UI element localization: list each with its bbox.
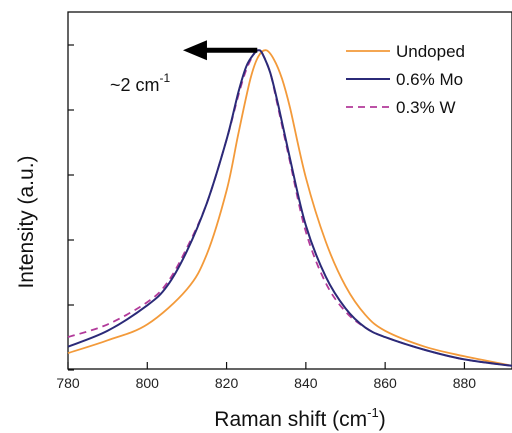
shift-annotation: ~2 cm-1 <box>110 40 258 95</box>
y-axis-ticks <box>68 44 74 371</box>
x-tick-label: 840 <box>294 375 318 391</box>
y-axis-title: Intensity (a.u.) <box>15 155 38 288</box>
plot-frame <box>67 11 512 370</box>
legend-label-undoped: Undoped <box>396 42 465 61</box>
shift-annotation-label: ~2 cm-1 <box>110 71 171 95</box>
legend: Undoped 0.6% Mo 0.3% W <box>346 42 465 117</box>
shift-arrow-head <box>182 40 207 61</box>
x-axis-title: Raman shift (cm-1) <box>214 405 385 431</box>
x-tick-label: 880 <box>453 375 477 391</box>
series-line-undoped <box>67 49 512 367</box>
legend-label-w: 0.3% W <box>396 98 456 117</box>
legend-label-mo: 0.6% Mo <box>396 70 463 89</box>
x-tick-label: 800 <box>136 375 160 391</box>
x-tick-label: 780 <box>56 375 80 391</box>
series-line-0-6-mo <box>67 49 512 367</box>
series-layer <box>67 49 512 367</box>
x-tick-label: 820 <box>215 375 239 391</box>
x-axis-ticks: 780 800 820 840 860 880 <box>56 362 476 391</box>
x-tick-label: 860 <box>373 375 397 391</box>
